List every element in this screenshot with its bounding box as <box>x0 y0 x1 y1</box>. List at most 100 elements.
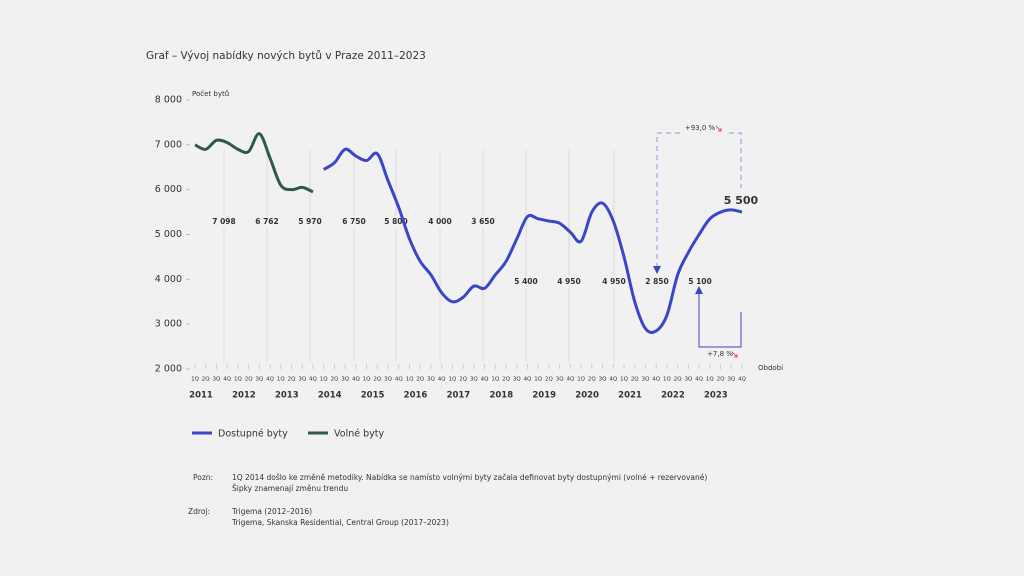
legend-label: Dostupné byty <box>218 429 288 440</box>
x-tick-label: 4Q <box>566 377 574 383</box>
x-tick-label: 1Q <box>363 377 371 383</box>
x-tick-label: 4Q <box>524 377 532 383</box>
x-tick-label: 3Q <box>470 377 478 383</box>
x-tick-label: 1Q <box>706 377 714 383</box>
label-bg <box>600 276 628 288</box>
year-label: 2014 <box>318 391 342 401</box>
year-label: 2019 <box>532 391 556 401</box>
x-tick-label: 2Q <box>674 377 682 383</box>
year-label: 2023 <box>704 391 728 401</box>
label-bg <box>702 348 742 360</box>
x-tick-label: 3Q <box>213 377 221 383</box>
label-bg <box>253 216 281 228</box>
year-label: 2021 <box>618 391 642 401</box>
year-label: 2020 <box>575 391 599 401</box>
x-tick-label: 3Q <box>255 377 263 383</box>
year-label: 2017 <box>447 391 471 401</box>
x-tick-label: 2Q <box>245 377 253 383</box>
x-tick-label: 2Q <box>588 377 596 383</box>
year-label: 2016 <box>404 391 428 401</box>
note-label: Pozn: <box>193 473 213 482</box>
x-tick-label: 1Q <box>663 377 671 383</box>
x-tick-label: 2Q <box>373 377 381 383</box>
note-line: 1Q 2014 došlo ke změně metodiky. Nabídka… <box>232 473 707 482</box>
x-tick-label: 2Q <box>288 377 296 383</box>
x-axis-label: Období <box>758 364 784 372</box>
y-tick-label: 8 000 <box>155 95 182 106</box>
x-tick-label: 1Q <box>620 377 628 383</box>
legend-label: Volné byty <box>334 429 384 440</box>
label-bg <box>296 216 324 228</box>
x-tick-label: 4Q <box>352 377 360 383</box>
annotation: 4 950 <box>602 277 626 286</box>
change-bracket <box>656 132 742 268</box>
x-tick-label: 4Q <box>609 377 617 383</box>
arrow-head <box>653 266 661 274</box>
arrow-head <box>695 286 703 294</box>
annotation: 7 098 <box>212 217 236 226</box>
year-label: 2011 <box>189 391 213 401</box>
year-label: 2018 <box>489 391 513 401</box>
label-bg <box>512 276 540 288</box>
x-tick-label: 4Q <box>438 377 446 383</box>
y-tick-label: 4 000 <box>155 274 182 285</box>
x-tick-label: 2Q <box>502 377 510 383</box>
x-tick-label: 3Q <box>556 377 564 383</box>
annotation: 4 000 <box>428 217 452 226</box>
y-tick-label: 2 000 <box>155 364 182 375</box>
x-tick-label: 4Q <box>481 377 489 383</box>
note-line: Šipky znamenají změnu trendu <box>232 484 348 493</box>
annotation: 5 400 <box>514 277 538 286</box>
label-bg <box>686 276 714 288</box>
year-label: 2013 <box>275 391 299 401</box>
x-tick-label: 1Q <box>191 377 199 383</box>
x-tick-label: 2Q <box>545 377 553 383</box>
y-tick-label: 7 000 <box>155 139 182 150</box>
series-line <box>322 147 743 334</box>
source-line: Trigema (2012–2016) <box>231 507 312 516</box>
y-tick-label: 6 000 <box>155 184 182 195</box>
x-tick-label: 2Q <box>459 377 467 383</box>
trend-icon <box>731 351 738 358</box>
year-label: 2012 <box>232 391 256 401</box>
y-tick-label: 3 000 <box>155 319 182 330</box>
x-tick-label: 4Q <box>738 377 746 383</box>
x-tick-label: 3Q <box>642 377 650 383</box>
label-bg <box>426 216 454 228</box>
x-tick-label: 3Q <box>298 377 306 383</box>
x-tick-label: 4Q <box>395 377 403 383</box>
x-tick-label: 3Q <box>684 377 692 383</box>
change-bracket <box>698 292 742 348</box>
x-tick-label: 2Q <box>416 377 424 383</box>
x-tick-label: 1Q <box>448 377 456 383</box>
x-tick-label: 3Q <box>727 377 735 383</box>
trend-icon <box>715 125 722 132</box>
y-tick-label: 5 000 <box>155 229 182 240</box>
label-bg <box>555 276 583 288</box>
year-label: 2022 <box>661 391 685 401</box>
source-label: Zdroj: <box>188 507 210 516</box>
label-bg <box>643 276 671 288</box>
y-axis-label: Počet bytů <box>192 90 229 98</box>
x-tick-label: 4Q <box>223 377 231 383</box>
x-tick-label: 1Q <box>577 377 585 383</box>
x-tick-label: 3Q <box>341 377 349 383</box>
x-tick-label: 4Q <box>652 377 660 383</box>
change-label: +7,8 % <box>707 350 733 358</box>
chart-title: Graf – Vývoj nabídky nových bytů v Praze… <box>146 50 426 62</box>
annotation: 5 800 <box>384 217 408 226</box>
x-tick-label: 1Q <box>234 377 242 383</box>
x-tick-label: 2Q <box>331 377 339 383</box>
year-label: 2015 <box>361 391 385 401</box>
x-tick-label: 3Q <box>384 377 392 383</box>
annotation: 6 750 <box>342 217 366 226</box>
x-tick-label: 1Q <box>491 377 499 383</box>
source-line: Trigema, Skanska Residential, Central Gr… <box>231 518 449 527</box>
change-label: +93,0 % <box>685 124 716 132</box>
label-bg <box>682 122 728 134</box>
x-tick-label: 2Q <box>717 377 725 383</box>
annotation: 4 950 <box>557 277 581 286</box>
x-tick-label: 1Q <box>534 377 542 383</box>
